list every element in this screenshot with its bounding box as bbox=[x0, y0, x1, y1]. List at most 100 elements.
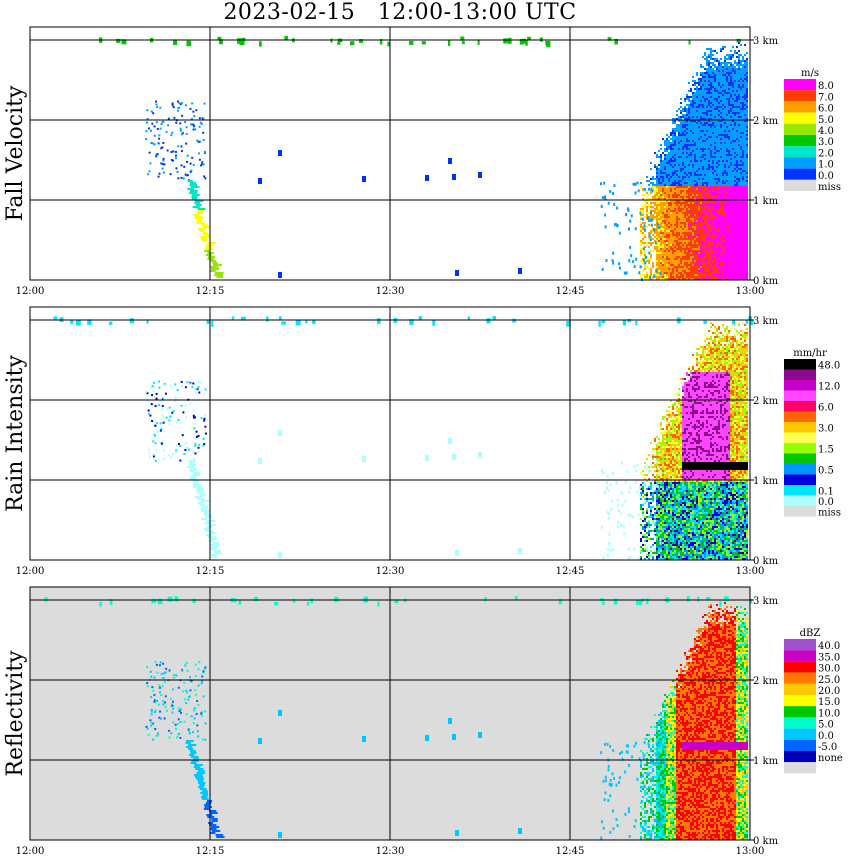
legend-label: 6.0 bbox=[818, 104, 834, 115]
legend-swatch bbox=[784, 485, 816, 496]
legend-swatch bbox=[784, 380, 816, 391]
echo-field bbox=[53, 316, 754, 561]
legend-swatch bbox=[784, 464, 816, 475]
x-tick-label: 12:45 bbox=[556, 286, 585, 297]
legend-swatch bbox=[784, 717, 816, 729]
legend-label: 0.1 bbox=[818, 487, 834, 498]
legend-label: miss bbox=[818, 508, 841, 519]
x-tick-label: 12:45 bbox=[556, 846, 585, 857]
legend-swatch bbox=[784, 728, 816, 740]
legend-label: 15.0 bbox=[818, 697, 840, 708]
y-tick-label: 0 km bbox=[753, 276, 779, 287]
y-axis-label: Fall Velocity bbox=[3, 85, 28, 221]
panel-reflectivity: 0 km 1 km 2 km 3 km 12:00 12:15 12:30 12:45 13:0… bbox=[3, 586, 843, 857]
legend-swatch bbox=[784, 411, 816, 422]
x-tick-label: 12:45 bbox=[556, 566, 585, 577]
legend-label: 3.0 bbox=[818, 137, 834, 148]
legend-swatch bbox=[784, 506, 816, 517]
legend-swatch bbox=[784, 146, 816, 158]
y-tick-label: 0 km bbox=[753, 556, 779, 567]
legend-swatch bbox=[784, 390, 816, 401]
y-tick-label: 1 km bbox=[753, 196, 779, 207]
x-tick-label: 13:00 bbox=[736, 566, 765, 577]
y-tick-label: 3 km bbox=[753, 36, 779, 47]
legend-unit: mm/hr bbox=[793, 348, 827, 359]
legend-swatch bbox=[784, 683, 816, 695]
legend-swatch bbox=[784, 672, 816, 684]
x-tick-label: 12:30 bbox=[376, 566, 405, 577]
echo-field bbox=[44, 596, 753, 840]
x-tick-label: 12:15 bbox=[196, 846, 225, 857]
y-tick-label: 2 km bbox=[753, 396, 779, 407]
legend-label: 1.5 bbox=[818, 445, 834, 456]
panel-fall-velocity: 0 km 1 km 2 km 3 km 12:00 12:15 12:30 12:45 13:0… bbox=[3, 26, 841, 297]
legend-swatch bbox=[784, 157, 816, 169]
legend-swatch bbox=[784, 179, 816, 191]
legend-unit: dBZ bbox=[800, 628, 821, 639]
legend-swatch bbox=[784, 359, 816, 370]
x-tick-label: 12:00 bbox=[16, 566, 45, 577]
legend-label: 0.0 bbox=[818, 497, 834, 508]
x-tick-label: 12:00 bbox=[16, 286, 45, 297]
legend-label: 1.0 bbox=[818, 160, 834, 171]
y-tick-label: 0 km bbox=[753, 836, 779, 847]
legend-label: 5.0 bbox=[818, 115, 834, 126]
legend-swatch bbox=[784, 453, 816, 464]
legend-label: 35.0 bbox=[818, 652, 840, 663]
y-tick-label: 2 km bbox=[753, 676, 779, 687]
legend-label: 10.0 bbox=[818, 708, 840, 719]
legend-swatch bbox=[784, 79, 816, 91]
x-tick-label: 12:15 bbox=[196, 566, 225, 577]
x-tick-label: 12:15 bbox=[196, 286, 225, 297]
legend-swatch bbox=[784, 474, 816, 485]
legend-swatch bbox=[784, 751, 816, 763]
x-tick-label: 13:00 bbox=[736, 846, 765, 857]
legend-swatch bbox=[784, 639, 816, 651]
plot-frame bbox=[29, 306, 751, 561]
legend-swatch bbox=[784, 123, 816, 135]
legend-swatch bbox=[784, 706, 816, 718]
panel-rain-intensity: 0 km 1 km 2 km 3 km 12:00 12:15 12:30 12:45 13:0… bbox=[3, 306, 841, 577]
legend-swatch bbox=[784, 650, 816, 662]
y-tick-label: 3 km bbox=[753, 596, 779, 607]
legend-label: -5.0 bbox=[818, 742, 837, 753]
legend-label: miss bbox=[818, 182, 841, 193]
legend-swatch bbox=[784, 369, 816, 380]
echo-field bbox=[98, 36, 748, 281]
legend-label: 4.0 bbox=[818, 126, 834, 137]
legend-label: 12.0 bbox=[818, 382, 840, 393]
legend-swatch bbox=[784, 495, 816, 506]
legend-label: 7.0 bbox=[818, 92, 834, 103]
y-tick-label: 2 km bbox=[753, 116, 779, 127]
legend-swatch bbox=[784, 90, 816, 102]
page-title: 2023-02-15 12:00-13:00 UTC bbox=[223, 0, 577, 25]
legend-swatch bbox=[784, 422, 816, 433]
legend-swatch bbox=[784, 443, 816, 454]
x-tick-label: 12:00 bbox=[16, 846, 45, 857]
y-axis-label: Reflectivity bbox=[3, 650, 28, 777]
legend-label: 0.5 bbox=[818, 466, 834, 477]
legend-swatch bbox=[784, 432, 816, 443]
legend-swatch bbox=[784, 112, 816, 124]
legend-swatch bbox=[784, 695, 816, 707]
legend-swatch bbox=[784, 401, 816, 412]
plot-frame bbox=[29, 26, 751, 281]
legend: dBZ 40.035.030.025.020.015.010.05.00.0-5.… bbox=[784, 628, 843, 774]
legend-label: 6.0 bbox=[818, 403, 834, 414]
legend-label: 25.0 bbox=[818, 675, 840, 686]
y-axis-label: Rain Intensity bbox=[3, 354, 28, 511]
legend-swatch bbox=[784, 762, 816, 774]
x-tick-label: 12:30 bbox=[376, 286, 405, 297]
legend-swatch bbox=[784, 739, 816, 751]
legend-label: 3.0 bbox=[818, 424, 834, 435]
legend-swatch bbox=[784, 168, 816, 180]
y-tick-label: 1 km bbox=[753, 476, 779, 487]
legend-unit: m/s bbox=[801, 68, 819, 79]
plot-frame bbox=[29, 586, 751, 841]
x-tick-label: 13:00 bbox=[736, 286, 765, 297]
legend-label: 48.0 bbox=[818, 361, 840, 372]
legend-label: 5.0 bbox=[818, 720, 834, 731]
legend-label: none bbox=[818, 753, 843, 764]
